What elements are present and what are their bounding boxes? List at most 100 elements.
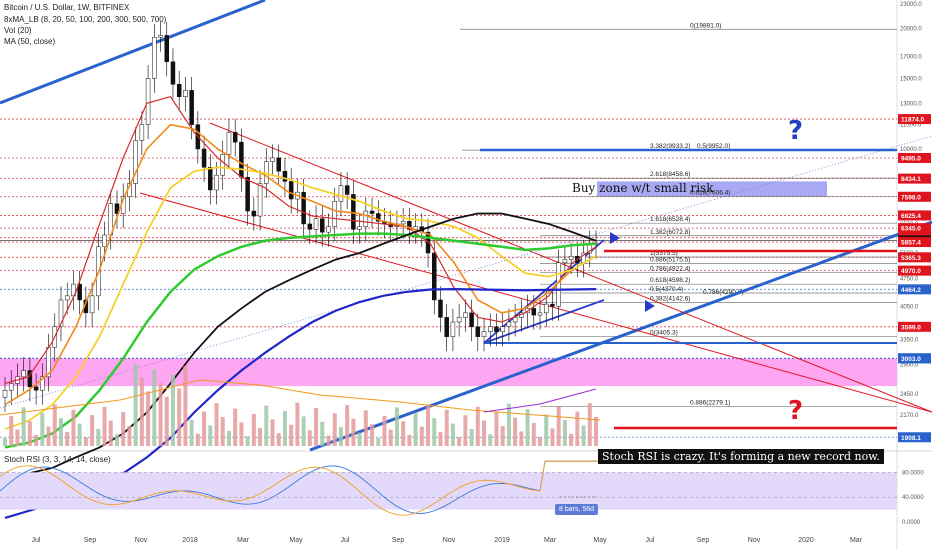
price-label-text: 9495.0 bbox=[901, 155, 921, 162]
wedge-lower bbox=[483, 299, 605, 344]
volume-bar bbox=[438, 432, 443, 446]
time-tick-label: 2018 bbox=[182, 537, 198, 544]
candle-body bbox=[313, 218, 319, 230]
price-tick-label: 17000.0 bbox=[900, 55, 922, 61]
indicator-label-vol[interactable]: Vol (20) bbox=[4, 26, 32, 35]
candle-body bbox=[332, 201, 337, 227]
candle-body bbox=[301, 191, 306, 225]
candle-body bbox=[326, 226, 331, 233]
candle-body bbox=[282, 170, 288, 182]
buy-zone-label: Buy zone w/t small risk bbox=[572, 181, 714, 195]
price-label-bg bbox=[898, 284, 931, 295]
volume-bar bbox=[90, 415, 95, 446]
trendline-blue-top bbox=[0, 0, 266, 105]
indicator-label-8xma[interactable]: 8xMA_LB (8, 20, 50, 100, 200, 300, 500, … bbox=[4, 15, 167, 24]
rsi-title[interactable]: Stoch RSI (3, 3, 14, 14, close) bbox=[4, 455, 111, 464]
candle-body bbox=[562, 259, 568, 264]
question-mark-blue: ? bbox=[788, 116, 804, 146]
candle-body bbox=[77, 283, 82, 301]
volume-bar bbox=[556, 406, 561, 446]
volume-bar bbox=[233, 408, 238, 446]
volume-bar bbox=[65, 432, 70, 446]
rsi-d-line bbox=[0, 460, 600, 516]
volume-bar bbox=[9, 415, 14, 446]
candle-body bbox=[276, 157, 281, 172]
volume-bar bbox=[587, 403, 592, 446]
price-label-bg bbox=[898, 353, 931, 364]
trendline-blue-bottom bbox=[309, 220, 932, 452]
volume-bar bbox=[594, 417, 598, 446]
fib-label: 0.886(5175.5) bbox=[650, 257, 690, 264]
fib-label: 0(19891.0) bbox=[690, 22, 721, 29]
volume-bar bbox=[506, 403, 511, 446]
volume-bar bbox=[488, 434, 493, 446]
fib-label: 0(3405.3) bbox=[650, 329, 678, 336]
time-tick-label: 2019 bbox=[494, 537, 510, 544]
volume-bar bbox=[77, 423, 82, 446]
trendline-red-2 bbox=[139, 192, 932, 413]
volume-bar bbox=[15, 429, 20, 446]
volume-bar bbox=[289, 424, 294, 446]
candle-body bbox=[226, 132, 232, 155]
candle-body bbox=[500, 326, 505, 332]
price-label-text: 6345.0 bbox=[901, 226, 921, 233]
candle-body bbox=[487, 326, 493, 332]
volume-bar bbox=[500, 426, 505, 446]
candle-body bbox=[307, 223, 313, 230]
volume-bar bbox=[345, 405, 350, 446]
volume-bar bbox=[170, 374, 175, 446]
candle-body bbox=[89, 295, 95, 314]
candle-body bbox=[27, 370, 33, 388]
candle-body bbox=[432, 252, 437, 301]
volume-bar bbox=[469, 429, 474, 446]
price-label-bg bbox=[898, 210, 931, 221]
price-tick-label: 13000.0 bbox=[900, 101, 922, 107]
volume-bar bbox=[444, 409, 449, 446]
fib-label: 2.618(8458.6) bbox=[650, 171, 690, 178]
indicator-label-ma[interactable]: MA (50, close) bbox=[4, 37, 56, 46]
price-label-text: 3003.0 bbox=[901, 356, 921, 363]
candle-body bbox=[407, 221, 412, 230]
candle-body bbox=[550, 303, 555, 307]
volume-bar bbox=[214, 403, 219, 446]
candle-body bbox=[456, 317, 462, 323]
buy-zone-box bbox=[597, 181, 827, 197]
price-label-bg bbox=[898, 223, 931, 234]
candle-body bbox=[64, 295, 70, 301]
fib-label: 0.786(4290.9) bbox=[703, 289, 743, 296]
volume-bar bbox=[58, 418, 63, 446]
candle-body bbox=[208, 167, 213, 191]
candle-body bbox=[506, 321, 512, 328]
fib-label: 0.886(2279.1) bbox=[690, 399, 730, 406]
ma-line-orange bbox=[4, 123, 597, 406]
candle-body bbox=[568, 255, 574, 260]
price-tick-label: 4050.0 bbox=[900, 304, 919, 310]
pink-zone bbox=[0, 358, 897, 387]
volume-bar bbox=[208, 425, 213, 446]
arrow-head bbox=[645, 300, 655, 312]
price-label-text: 1908.1 bbox=[901, 435, 921, 442]
volume-bar bbox=[320, 421, 325, 446]
candle-body bbox=[176, 84, 182, 97]
price-label-bg bbox=[898, 252, 931, 263]
candle-body bbox=[438, 299, 443, 318]
price-label-text: 6825.4 bbox=[901, 213, 921, 220]
price-label-text: 5857.4 bbox=[901, 240, 921, 247]
candle-body bbox=[357, 226, 362, 230]
volume-bar bbox=[264, 405, 269, 446]
candle-body bbox=[288, 181, 294, 200]
time-tick-label: Nov bbox=[443, 537, 456, 544]
time-tick-label: Nov bbox=[135, 537, 148, 544]
candle-body bbox=[170, 61, 176, 85]
candle-body bbox=[214, 174, 219, 191]
volume-bar bbox=[46, 426, 51, 446]
volume-bar bbox=[108, 420, 113, 446]
candle-body bbox=[251, 210, 257, 217]
time-tick-label: Mar bbox=[237, 537, 250, 544]
rsi-band bbox=[0, 472, 897, 510]
time-tick-label: Sep bbox=[697, 537, 710, 544]
volume-bar bbox=[202, 411, 207, 446]
volume-bar bbox=[314, 408, 319, 446]
